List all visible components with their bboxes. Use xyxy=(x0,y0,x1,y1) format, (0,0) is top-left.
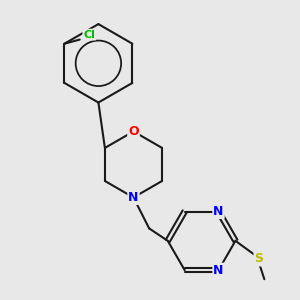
Text: S: S xyxy=(254,253,263,266)
Text: O: O xyxy=(128,125,139,138)
Text: N: N xyxy=(213,205,224,218)
Text: N: N xyxy=(213,264,224,277)
Text: N: N xyxy=(128,191,139,204)
Text: Cl: Cl xyxy=(83,30,95,40)
